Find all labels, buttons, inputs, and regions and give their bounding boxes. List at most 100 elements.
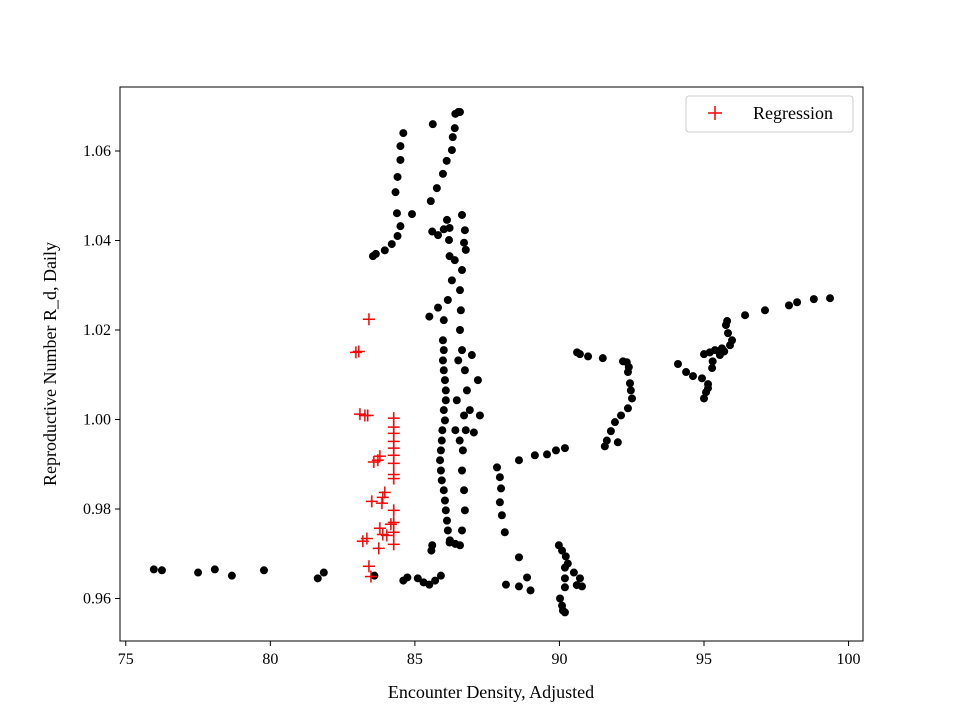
observed-point xyxy=(460,411,469,420)
observed-point xyxy=(450,124,459,133)
observed-point xyxy=(440,416,449,425)
regression-point xyxy=(376,491,389,504)
x-tick-label: 80 xyxy=(262,651,278,668)
y-tick-label: 0.98 xyxy=(83,501,111,518)
observed-point xyxy=(438,169,447,178)
regression-point xyxy=(380,529,393,542)
y-tick-label: 1.00 xyxy=(83,411,111,428)
regression-point xyxy=(360,532,373,545)
legend-label-regression: Regression xyxy=(753,103,833,123)
observed-point xyxy=(443,526,452,535)
observed-point xyxy=(575,350,584,359)
observed-point xyxy=(784,301,793,310)
regression-point xyxy=(373,522,386,535)
observed-point xyxy=(560,444,569,453)
observed-point xyxy=(428,227,437,236)
observed-point xyxy=(455,436,464,445)
observed-point xyxy=(673,360,682,368)
observed-point xyxy=(440,376,449,385)
observed-point xyxy=(445,236,454,245)
observed-point xyxy=(689,372,698,381)
observed-point xyxy=(741,311,750,320)
observed-point xyxy=(370,571,379,580)
observed-point xyxy=(492,463,501,472)
regression-point xyxy=(387,538,400,551)
observed-point xyxy=(380,246,389,255)
observed-point xyxy=(387,240,396,249)
observed-point xyxy=(682,368,691,377)
observed-point xyxy=(439,486,448,495)
observed-point xyxy=(610,418,619,427)
observed-point xyxy=(149,565,158,574)
regression-point xyxy=(387,457,400,470)
regression-point xyxy=(349,346,362,359)
observed-point xyxy=(556,594,565,603)
observed-point xyxy=(392,209,401,218)
x-axis-ticks: 75 80 85 90 95 100 xyxy=(118,641,861,668)
observed-point xyxy=(448,133,457,142)
observed-point xyxy=(442,516,451,525)
observed-point xyxy=(456,306,465,315)
observed-point xyxy=(319,568,328,577)
observed-point xyxy=(826,294,835,303)
observed-point xyxy=(441,506,450,515)
observed-point xyxy=(434,231,443,240)
observed-point xyxy=(455,108,464,117)
observed-point xyxy=(530,451,539,460)
observed-point xyxy=(194,568,203,577)
observed-point xyxy=(438,356,447,365)
observed-point xyxy=(708,357,717,366)
observed-point xyxy=(624,363,633,372)
regression-point xyxy=(387,526,400,539)
observed-point xyxy=(407,210,416,219)
observed-point xyxy=(460,506,469,515)
x-tick-label: 75 xyxy=(118,651,134,668)
observed-point xyxy=(439,366,448,375)
y-tick-label: 1.02 xyxy=(83,322,111,339)
observed-point xyxy=(606,427,615,436)
observed-point xyxy=(514,582,523,591)
observed-point xyxy=(455,286,464,295)
observed-point xyxy=(705,348,714,357)
regression-point xyxy=(364,570,377,583)
observed-point xyxy=(460,486,469,495)
observed-point xyxy=(461,245,470,254)
observed-point xyxy=(442,156,451,165)
observed-point xyxy=(458,446,467,455)
observed-point xyxy=(760,306,769,315)
observed-point xyxy=(458,266,467,275)
observed-point xyxy=(437,476,446,485)
observed-point xyxy=(558,546,567,555)
observed-point xyxy=(495,498,504,507)
observed-point xyxy=(458,526,467,535)
observed-point xyxy=(598,354,607,363)
regression-point xyxy=(384,518,397,531)
regression-point xyxy=(353,408,366,421)
observed-point xyxy=(439,406,448,415)
observed-point xyxy=(413,574,422,583)
observed-point xyxy=(697,374,706,383)
observed-point xyxy=(440,496,449,505)
observed-point xyxy=(625,379,634,388)
y-axis-ticks: 0.96 0.98 1.00 1.02 1.04 1.06 xyxy=(83,143,120,607)
observed-point xyxy=(728,336,737,345)
observed-point xyxy=(561,552,570,561)
observed-point xyxy=(514,456,523,465)
observed-point xyxy=(436,571,445,580)
observed-point xyxy=(704,384,713,393)
observed-point xyxy=(617,411,626,420)
observed-point xyxy=(461,426,470,435)
regression-point xyxy=(372,542,385,555)
observed-point xyxy=(445,252,454,261)
legend-frame xyxy=(685,95,854,133)
observed-point xyxy=(428,541,437,550)
observed-point xyxy=(720,347,729,356)
observed-point xyxy=(699,394,708,403)
observed-point xyxy=(809,295,818,304)
observed-point xyxy=(396,142,405,151)
x-tick-label: 85 xyxy=(407,651,423,668)
regression-point xyxy=(367,456,380,469)
legend: Regression xyxy=(685,95,854,133)
observed-point xyxy=(432,184,441,193)
observed-point xyxy=(501,580,510,589)
